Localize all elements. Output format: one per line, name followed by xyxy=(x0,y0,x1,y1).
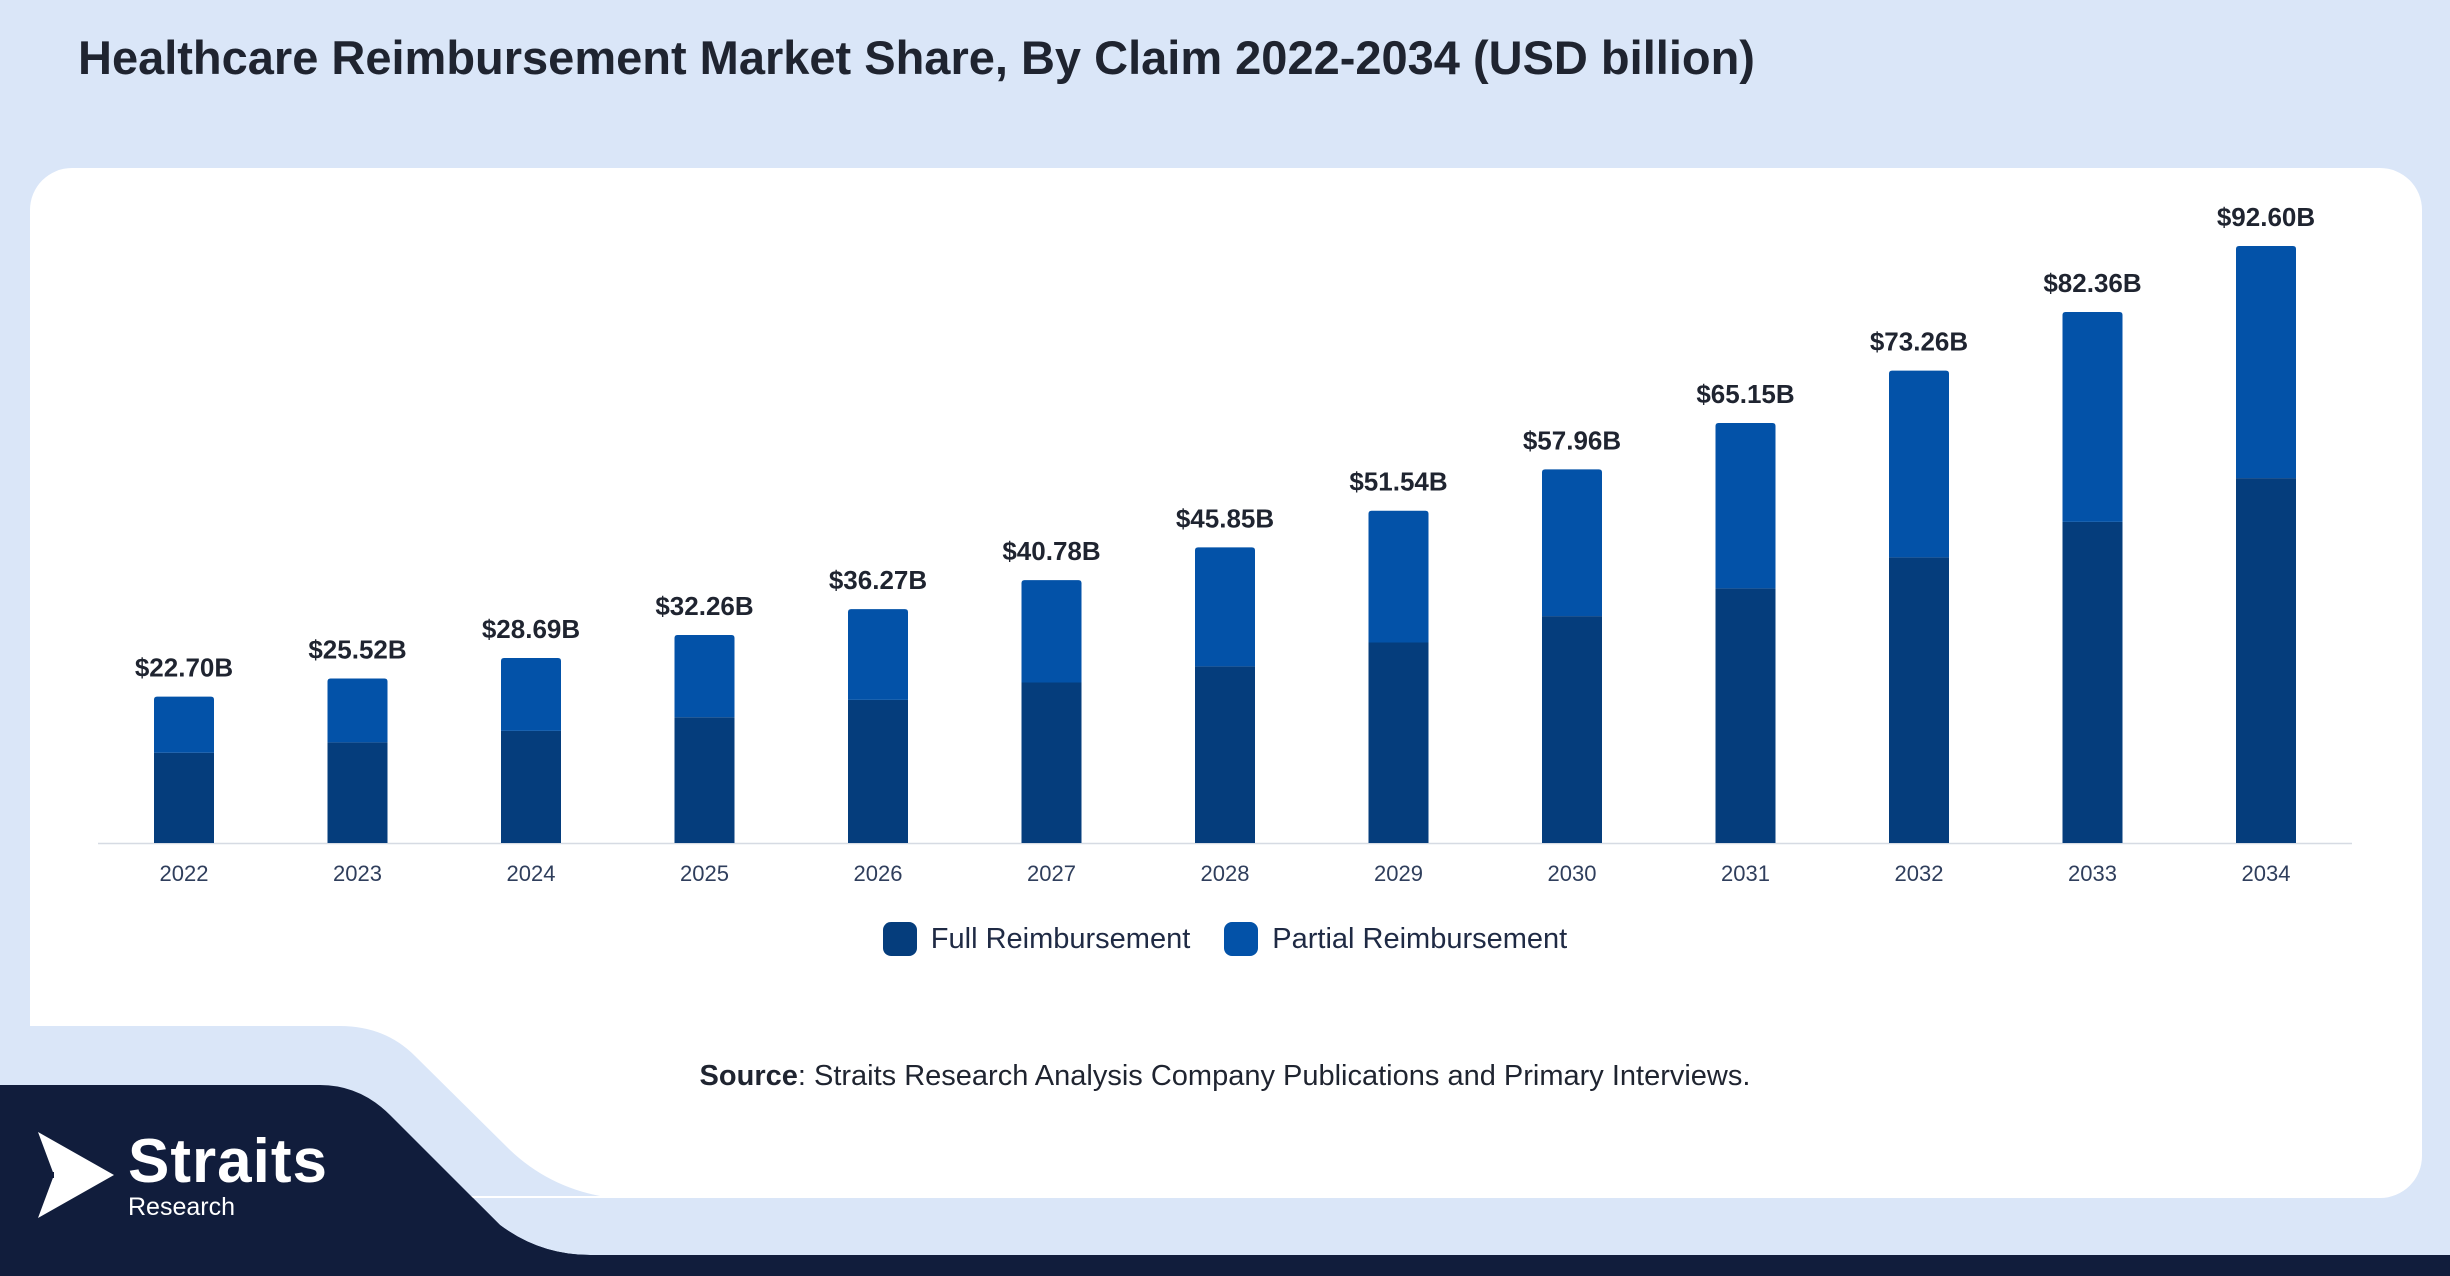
bar-segment-partial-2024[interactable] xyxy=(501,658,561,731)
x-tick-label-2023: 2023 xyxy=(333,861,382,886)
logo-subtitle: Research xyxy=(128,1192,235,1221)
straits-logo: Straits Research xyxy=(36,1130,328,1220)
data-label-2028: $45.85B xyxy=(1176,503,1274,533)
legend-label-full: Full Reimbursement xyxy=(930,922,1191,955)
bar-segment-partial-2034[interactable] xyxy=(2236,246,2296,479)
x-tick-label-2032: 2032 xyxy=(1895,861,1944,886)
x-tick-label-2031: 2031 xyxy=(1721,861,1770,886)
chart-legend: Full Reimbursement Partial Reimbursement xyxy=(0,922,2450,956)
page-title: Healthcare Reimbursement Market Share, B… xyxy=(78,31,1755,84)
x-tick-label-2028: 2028 xyxy=(1201,861,1250,886)
legend-label-partial: Partial Reimbursement xyxy=(1272,922,1568,955)
legend-item-full[interactable]: Full Reimbursement xyxy=(882,922,1191,956)
bar-segment-full-2030[interactable] xyxy=(1542,616,1602,843)
bar-segment-partial-2028[interactable] xyxy=(1195,547,1255,667)
bar-segment-full-2023[interactable] xyxy=(327,742,388,843)
bar-segment-partial-2030[interactable] xyxy=(1542,469,1602,617)
bar-segment-full-2027[interactable] xyxy=(1021,682,1082,843)
data-label-2027: $40.78B xyxy=(1002,536,1100,566)
bar-segment-full-2025[interactable] xyxy=(674,717,735,843)
x-tick-label-2034: 2034 xyxy=(2242,861,2291,886)
bar-segment-full-2026[interactable] xyxy=(848,699,908,843)
data-label-2033: $82.36B xyxy=(2043,268,2141,298)
data-label-2026: $36.27B xyxy=(829,565,927,595)
bar-segment-partial-2026[interactable] xyxy=(848,609,908,700)
data-label-2030: $57.96B xyxy=(1523,425,1621,455)
x-tick-label-2024: 2024 xyxy=(507,861,556,886)
data-label-2022: $22.70B xyxy=(135,653,233,683)
source-text: : Straits Research Analysis Company Publ… xyxy=(797,1060,1751,1092)
x-tick-label-2022: 2022 xyxy=(160,861,209,886)
bar-segment-partial-2027[interactable] xyxy=(1021,580,1082,683)
data-label-2024: $28.69B xyxy=(482,614,580,644)
data-label-2029: $51.54B xyxy=(1349,467,1447,497)
bar-segment-full-2028[interactable] xyxy=(1195,666,1255,843)
bar-segment-partial-2022[interactable] xyxy=(154,696,214,753)
bar-segment-full-2033[interactable] xyxy=(2062,521,2123,843)
x-tick-label-2029: 2029 xyxy=(1374,861,1423,886)
data-label-2034: $92.60B xyxy=(2217,202,2315,232)
source-note: Source: Straits Research Analysis Compan… xyxy=(0,1060,2450,1093)
bar-segment-partial-2032[interactable] xyxy=(1889,370,1949,558)
bar-segment-full-2034[interactable] xyxy=(2236,478,2296,843)
bar-segment-full-2022[interactable] xyxy=(154,752,214,843)
x-tick-label-2027: 2027 xyxy=(1027,861,1076,886)
data-label-2031: $65.15B xyxy=(1696,379,1794,409)
legend-swatch-full xyxy=(882,922,917,956)
bar-segment-partial-2033[interactable] xyxy=(2062,312,2123,522)
legend-item-partial[interactable]: Partial Reimbursement xyxy=(1224,922,1567,956)
x-tick-label-2030: 2030 xyxy=(1548,861,1597,886)
straits-arrow-icon xyxy=(38,1132,114,1218)
data-label-2032: $73.26B xyxy=(1870,327,1968,357)
x-tick-label-2026: 2026 xyxy=(854,861,903,886)
bar-segment-partial-2025[interactable] xyxy=(674,635,735,718)
x-tick-label-2033: 2033 xyxy=(2068,861,2117,886)
logo-name: Straits xyxy=(128,1126,328,1196)
bar-segment-partial-2029[interactable] xyxy=(1368,510,1429,643)
bar-segment-full-2029[interactable] xyxy=(1368,642,1429,843)
bar-segment-full-2031[interactable] xyxy=(1715,588,1776,843)
data-label-2025: $32.26B xyxy=(655,591,753,621)
source-prefix: Source xyxy=(699,1060,798,1092)
bar-segment-full-2032[interactable] xyxy=(1889,557,1949,843)
x-tick-label-2025: 2025 xyxy=(680,861,729,886)
data-label-2023: $25.52B xyxy=(308,634,406,664)
bar-segment-partial-2031[interactable] xyxy=(1715,422,1776,589)
legend-swatch-partial xyxy=(1224,922,1259,956)
bar-segment-partial-2023[interactable] xyxy=(327,678,388,743)
bar-segment-full-2024[interactable] xyxy=(501,730,561,843)
